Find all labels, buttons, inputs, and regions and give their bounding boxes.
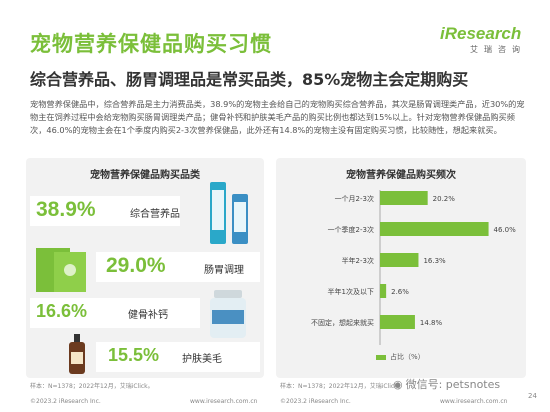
gut-care-box-icon [36, 248, 86, 292]
frequency-bar [380, 222, 489, 236]
summary-paragraph: 宠物营养保健品中，综合营养品是主力消费品类，38.9%的宠物主会给自己的宠物购买… [30, 99, 525, 135]
logo-text: iResearch [440, 24, 522, 43]
page-number: 24 [528, 392, 537, 400]
frequency-bar [380, 253, 419, 267]
frequency-bar [380, 191, 428, 205]
frequency-bar [380, 315, 415, 329]
chart-legend: 占比（%） [376, 352, 425, 362]
category-label: 肠胃调理 [204, 265, 244, 276]
category-tick-label: 不固定，想起来就买 [311, 318, 374, 327]
legend-label: 占比（%） [390, 353, 425, 361]
category-tick-label: 一个月2-3次 [335, 194, 374, 203]
category-row-bg [30, 196, 180, 226]
category-pct: 38.9% [36, 198, 96, 221]
iresearch-logo: iResearch 艾瑞咨询 [440, 24, 540, 64]
wechat-icon: ◉ [393, 377, 403, 391]
page-subtitle: 综合营养品、肠胃调理品是常买品类，85%宠物主会定期购买 [30, 70, 469, 89]
frequency-chart-title: 宠物营养保健品购买频次 [346, 170, 456, 181]
bar-value-label: 20.2% [433, 195, 456, 203]
calcium-jar-icon [210, 290, 246, 338]
footer-url-left[interactable]: www.iresearch.com.cn [190, 398, 258, 405]
category-tick-label: 半年1次及以下 [328, 287, 374, 296]
category-label: 综合营养品 [130, 209, 180, 220]
right-sample-note: 样本：N=1378；2022年12月，艾瑞iClick。 [280, 383, 404, 390]
category-tick-label: 一个季度2-3次 [328, 225, 374, 234]
category-pct: 15.5% [108, 345, 160, 365]
footer-url-right[interactable]: www.iresearch.com.cn [440, 398, 508, 405]
category-panel: 宠物营养保健品购买品类 38.9% 综合营养品 29.0% 肠胃调理 16.6%… [26, 158, 264, 378]
logo-subtext: 艾瑞咨询 [470, 45, 526, 54]
category-row-bg [96, 342, 260, 372]
category-row-bg [96, 252, 260, 282]
bar-value-label: 14.8% [420, 319, 443, 327]
category-panel-title: 宠物营养保健品购买品类 [90, 170, 200, 181]
frequency-bar-chart: 一个月2-3次 20.2% 一个季度2-3次 46.0% 半年2-3次 16.3% 半年1次… [311, 190, 517, 345]
left-sample-note: 样本：N=1378；2022年12月，艾瑞iClick。 [30, 383, 154, 390]
watermark-text: 微信号: petsnotes [405, 378, 501, 391]
category-label: 健骨补钙 [128, 310, 168, 321]
category-label: 护肤美毛 [182, 354, 222, 365]
category-pct: 29.0% [106, 254, 166, 277]
bar-value-label: 16.3% [423, 257, 446, 265]
category-tick-label: 半年2-3次 [342, 256, 374, 265]
category-pct: 16.6% [36, 301, 88, 321]
legend-swatch [376, 354, 386, 360]
skin-coat-bottle-icon [69, 334, 85, 374]
wechat-watermark: ◉ 微信号: petsnotes [393, 376, 500, 392]
footer-copyright-right: ©2023.2 iResearch Inc. [280, 398, 351, 405]
category-row-bg [30, 298, 200, 328]
bar-value-label: 2.6% [391, 288, 409, 296]
bar-value-label: 46.0% [494, 226, 517, 234]
page-title: 宠物营养保健品购买习惯 [30, 32, 272, 56]
footer-copyright-left: ©2023.2 iResearch Inc. [30, 398, 101, 405]
frequency-bar [380, 284, 387, 298]
supplement-tube-icon [210, 182, 248, 244]
